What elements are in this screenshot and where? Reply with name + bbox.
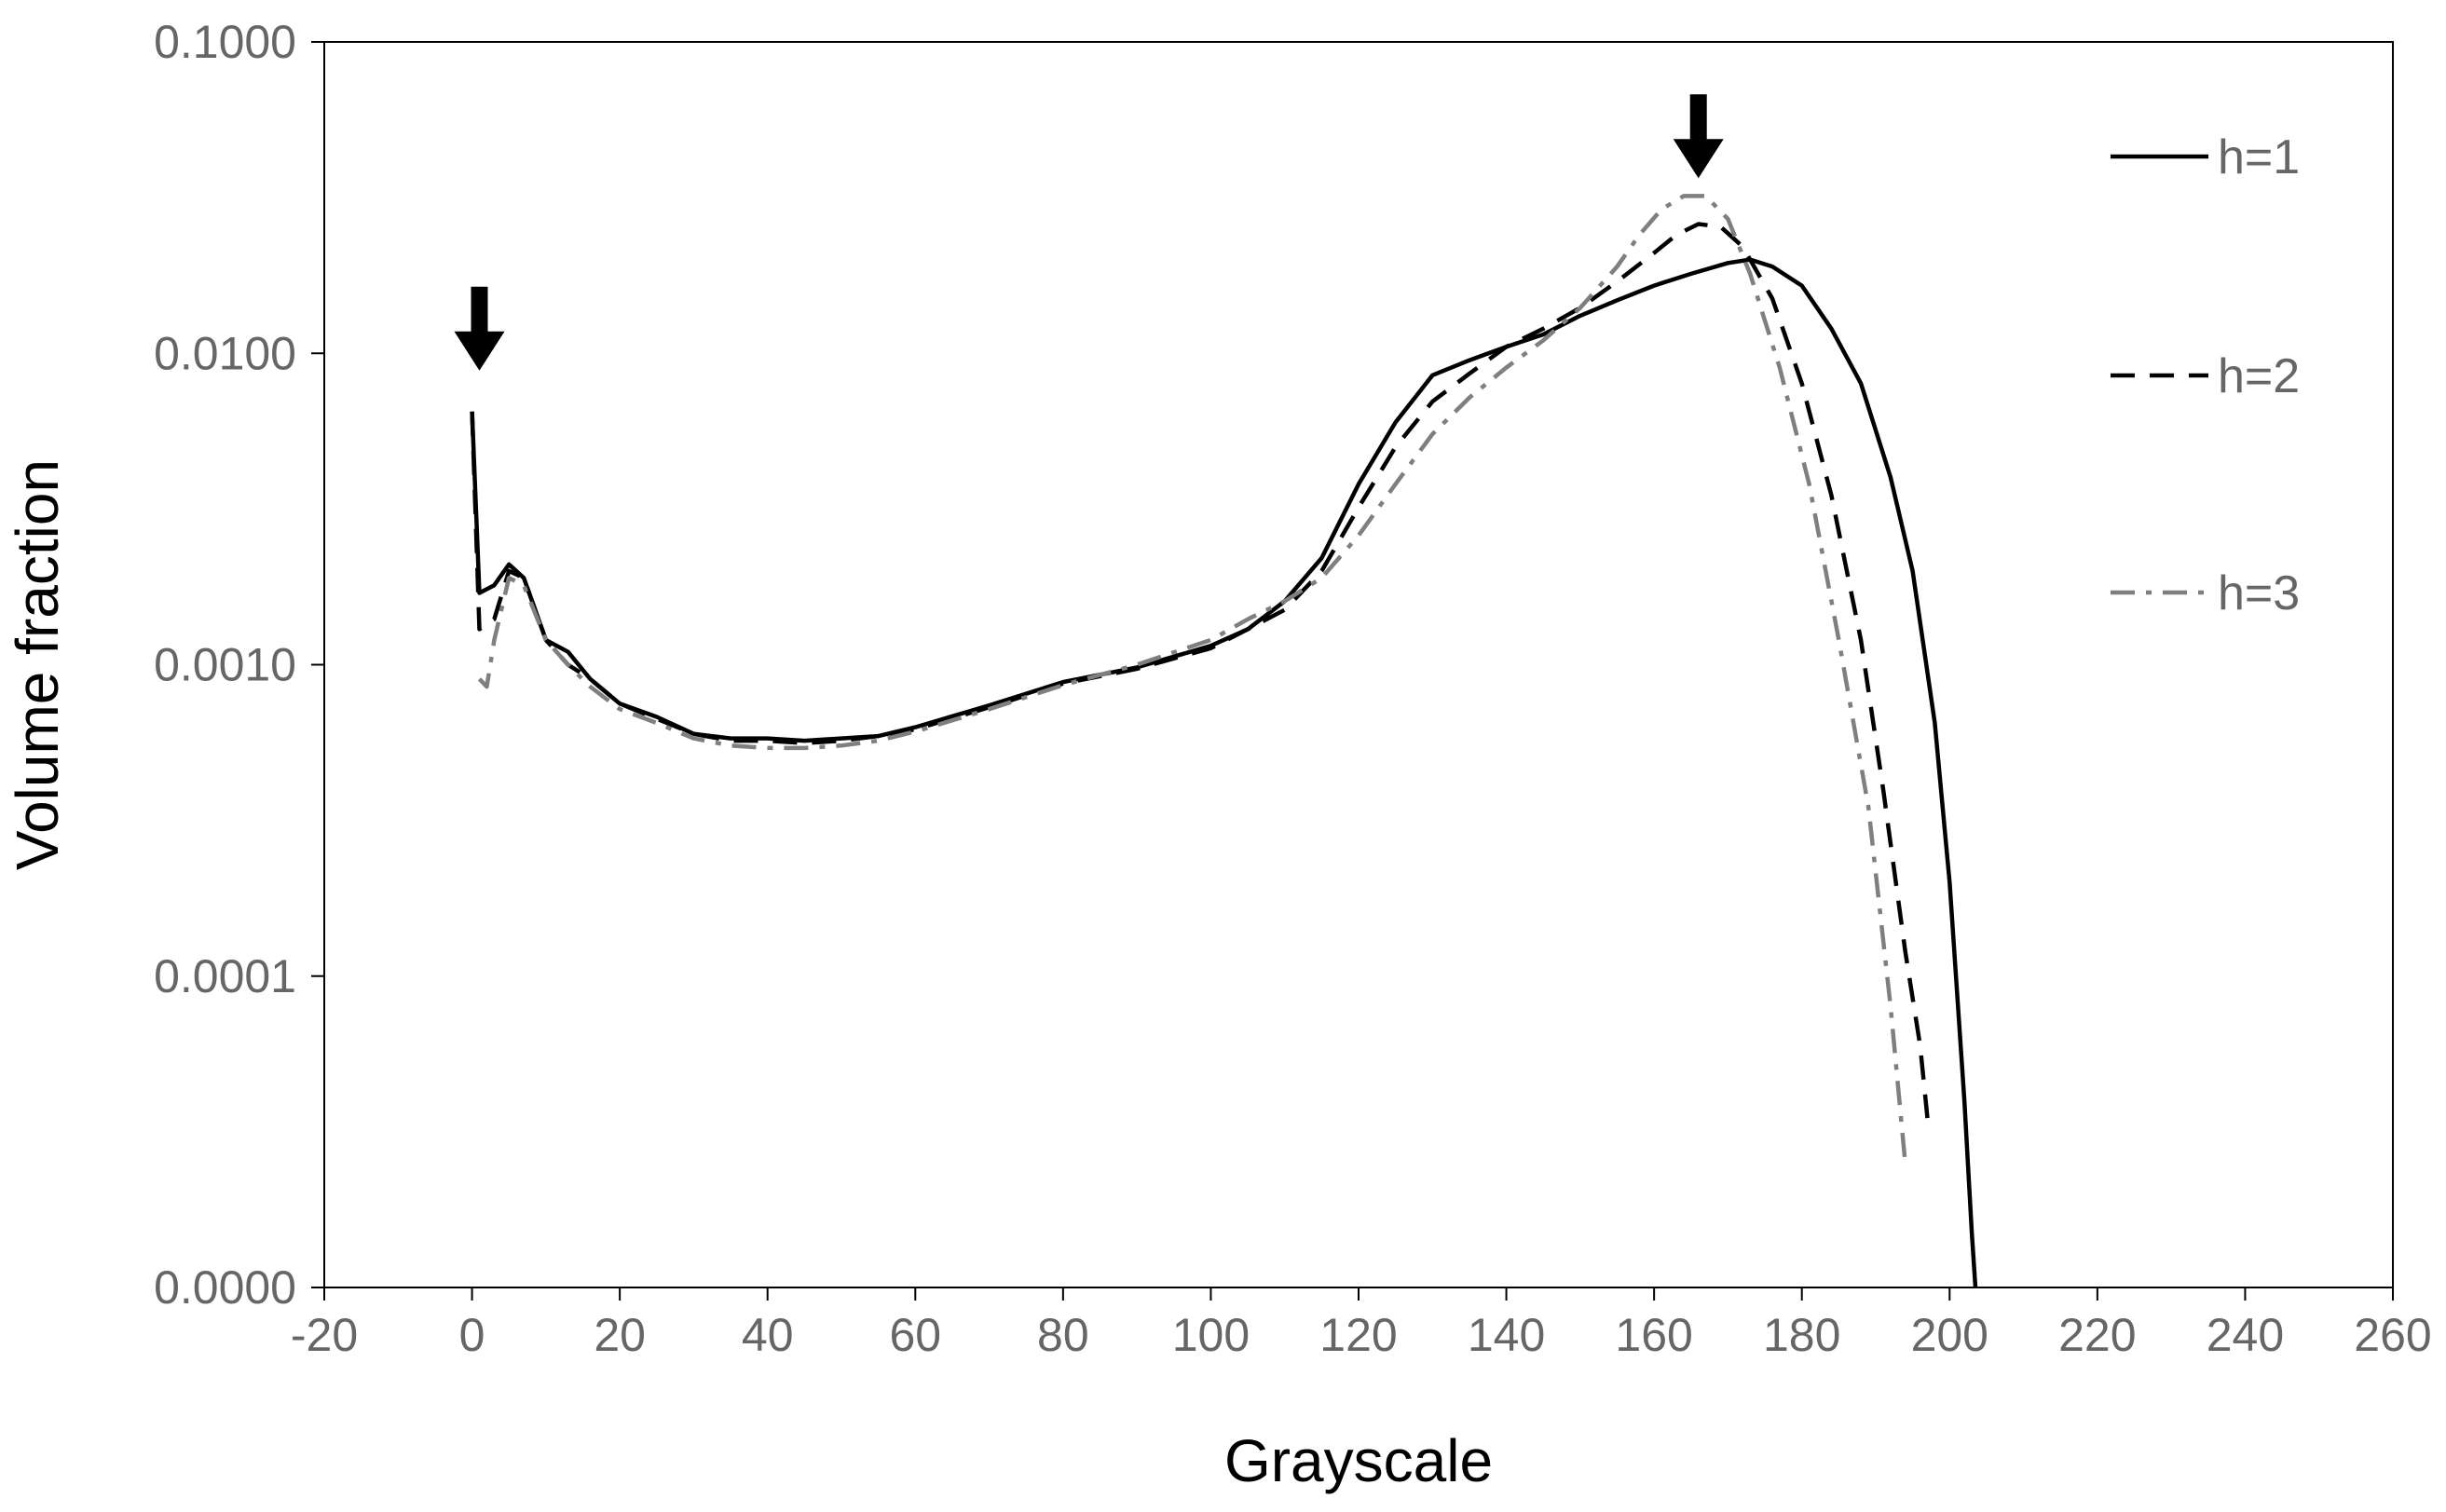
peak-arrow-2	[1673, 94, 1724, 179]
x-tick-label: 120	[1319, 1309, 1397, 1361]
legend-label-h2: h=2	[2218, 349, 2300, 403]
series-line-h2	[470, 222, 1930, 1119]
x-tick-label: 260	[2354, 1309, 2431, 1361]
x-tick-label: 220	[2058, 1309, 2136, 1361]
series-layer	[470, 194, 1978, 1288]
y-axis-title: Volume fraction	[4, 459, 71, 870]
y-tick-label: 0.0100	[154, 327, 296, 379]
x-tick-label: -20	[291, 1309, 358, 1361]
x-tick-label: 0	[459, 1309, 485, 1361]
annotation-layer	[454, 94, 1724, 371]
legend-label-h1: h=1	[2218, 130, 2300, 184]
y-tick-label: 0.0000	[154, 1261, 296, 1314]
y-axis: 0.0000 0.0001 0.0010 0.0100 0.1000	[154, 16, 324, 1314]
x-axis-title: Grayscale	[1224, 1427, 1493, 1494]
x-tick-label: 60	[889, 1309, 941, 1361]
x-tick-label: 20	[594, 1309, 646, 1361]
x-tick-label: 80	[1037, 1309, 1089, 1361]
peak-arrow-1	[454, 286, 505, 371]
legend-label-h3: h=3	[2218, 566, 2300, 620]
legend: h=1 h=2 h=3	[2111, 130, 2300, 620]
x-tick-label: 240	[2207, 1309, 2284, 1361]
y-tick-label: 0.0010	[154, 639, 296, 691]
x-tick-label: 40	[742, 1309, 794, 1361]
x-axis: -20 0 20 40 60 80 100 120 140 160 180 200 220 240 260	[291, 1287, 2432, 1361]
series-line-h3	[477, 194, 1907, 1165]
x-tick-label: 140	[1468, 1309, 1545, 1361]
y-tick-label: 0.0001	[154, 950, 296, 1002]
x-tick-label: 100	[1172, 1309, 1250, 1361]
x-tick-label: 200	[1911, 1309, 1988, 1361]
y-tick-label: 0.1000	[154, 16, 296, 68]
x-tick-label: 160	[1615, 1309, 1692, 1361]
x-tick-label: 180	[1763, 1309, 1840, 1361]
